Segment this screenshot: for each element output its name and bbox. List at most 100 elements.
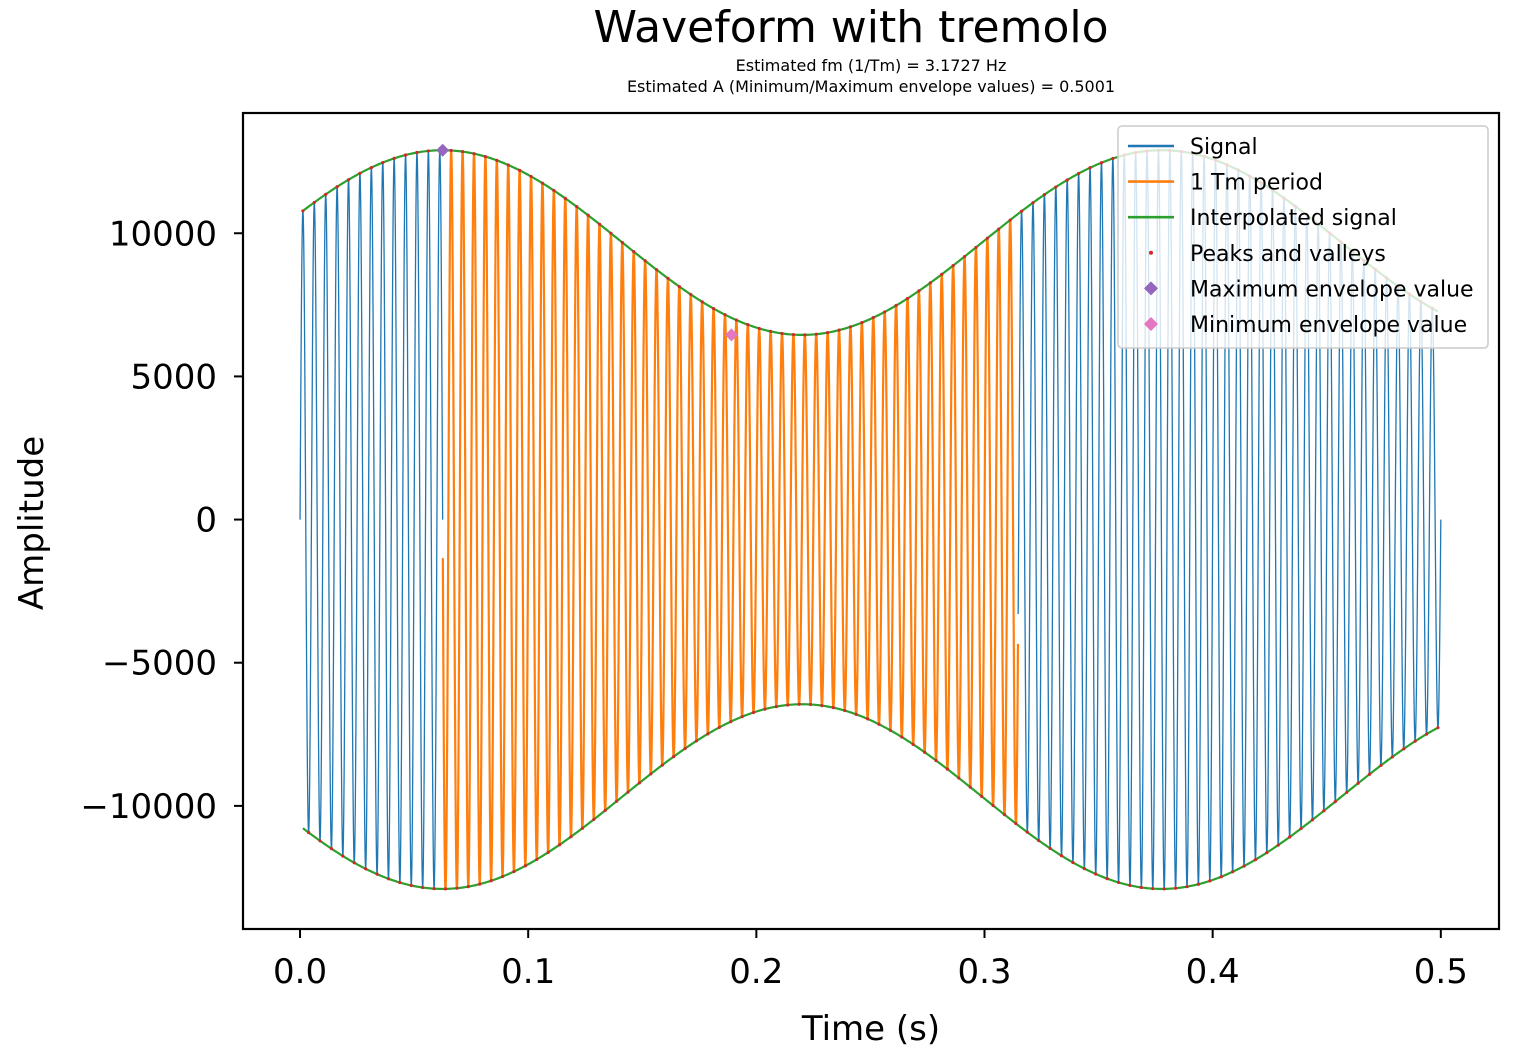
valley-marker	[341, 854, 345, 858]
peak-marker	[1008, 218, 1012, 222]
valley-marker	[443, 887, 448, 891]
peak-marker	[529, 174, 533, 179]
peak-marker	[734, 318, 738, 322]
peak-marker	[597, 222, 602, 226]
peak-marker	[814, 332, 818, 336]
max-envelope-marker	[436, 143, 450, 157]
valley-marker	[1048, 846, 1052, 850]
valley-marker	[1322, 809, 1326, 813]
peak-marker	[894, 303, 898, 308]
valley-marker	[831, 706, 835, 710]
peak-marker	[472, 152, 476, 156]
valley-marker	[489, 879, 493, 883]
y-tick-label: −10000	[80, 787, 217, 827]
peak-marker	[1054, 185, 1058, 189]
peak-marker	[1031, 201, 1035, 205]
valley-marker	[1424, 732, 1429, 736]
valley-marker	[808, 702, 813, 707]
peak-marker	[609, 231, 613, 235]
valley-marker	[888, 728, 892, 732]
valley-marker	[854, 712, 858, 716]
valley-marker	[900, 735, 904, 739]
peak-marker	[426, 149, 430, 153]
valley-marker	[409, 883, 413, 888]
y-tick-label: 0	[195, 501, 217, 541]
peak-marker	[1019, 209, 1024, 213]
peak-marker	[962, 254, 967, 259]
valley-marker	[557, 843, 562, 847]
valley-marker	[364, 867, 368, 871]
x-tick-label: 0.5	[1414, 952, 1468, 992]
peak-marker	[940, 272, 944, 276]
valley-marker	[1025, 830, 1029, 834]
valley-marker	[877, 722, 881, 726]
peak-marker	[860, 321, 864, 325]
valley-marker	[991, 803, 995, 808]
valley-marker	[375, 872, 379, 876]
valley-marker	[934, 758, 938, 763]
valley-marker	[1253, 858, 1258, 862]
valley-marker	[683, 746, 687, 751]
x-tick-label: 0.2	[729, 952, 783, 992]
valley-marker	[523, 864, 527, 868]
peak-marker	[312, 200, 316, 205]
valley-marker	[329, 847, 334, 851]
peak-marker	[666, 276, 670, 280]
peak-marker	[700, 300, 704, 304]
valley-marker	[786, 703, 790, 707]
valley-marker	[478, 882, 482, 886]
valley-marker	[637, 781, 642, 785]
valley-marker	[649, 772, 653, 776]
valley-marker	[466, 885, 470, 889]
peak-marker	[677, 285, 681, 289]
peak-marker	[746, 323, 750, 327]
x-tick-label: 0.0	[273, 952, 327, 992]
legend-entry: Minimum envelope value	[1144, 313, 1467, 338]
valley-marker	[1242, 864, 1246, 868]
valley-marker	[1162, 887, 1166, 891]
peak-marker	[392, 156, 396, 160]
legend-entry: 1 Tm period	[1128, 171, 1323, 196]
x-axis-label: Time (s)	[801, 1009, 940, 1049]
valley-marker	[945, 767, 950, 771]
peak-marker	[632, 250, 636, 254]
peak-marker	[723, 313, 727, 317]
valley-marker	[1037, 838, 1041, 843]
valley-marker	[306, 830, 311, 835]
legend-swatch	[1149, 250, 1153, 255]
peak-marker	[883, 310, 887, 314]
valley-marker	[1173, 886, 1178, 890]
peak-marker	[848, 325, 853, 329]
peak-marker	[1111, 156, 1115, 161]
valley-marker	[1265, 851, 1269, 855]
valley-marker	[694, 739, 699, 743]
peak-marker	[951, 263, 955, 268]
peak-marker	[1099, 161, 1104, 165]
valley-marker	[615, 799, 619, 803]
series-1-tm-period	[441, 150, 1020, 889]
valley-marker	[535, 857, 539, 862]
peak-marker	[1088, 166, 1092, 170]
valley-marker	[820, 704, 824, 708]
peak-marker	[381, 160, 385, 165]
peak-marker	[1065, 178, 1069, 182]
peak-marker	[495, 158, 499, 162]
valley-marker	[1299, 826, 1303, 831]
peak-marker	[905, 296, 910, 301]
peak-marker	[769, 329, 773, 334]
valley-marker	[1356, 781, 1360, 785]
valley-marker	[774, 704, 778, 709]
y-tick-label: −5000	[102, 644, 217, 684]
chart-subtitle-line-2: Estimated A (Minimum/Maximum envelope va…	[627, 77, 1115, 96]
valley-marker	[1436, 726, 1440, 730]
valley-marker	[923, 750, 927, 754]
peak-marker	[575, 205, 579, 209]
legend: Signal 1 Tm period Interpolated signal Peak…	[1117, 125, 1489, 349]
valley-marker	[729, 720, 733, 724]
peak-marker	[803, 333, 807, 337]
valley-marker	[1276, 843, 1280, 847]
peak-marker	[654, 268, 659, 272]
legend-box	[1117, 125, 1489, 349]
valley-marker	[1105, 876, 1109, 881]
peak-marker	[506, 163, 510, 167]
